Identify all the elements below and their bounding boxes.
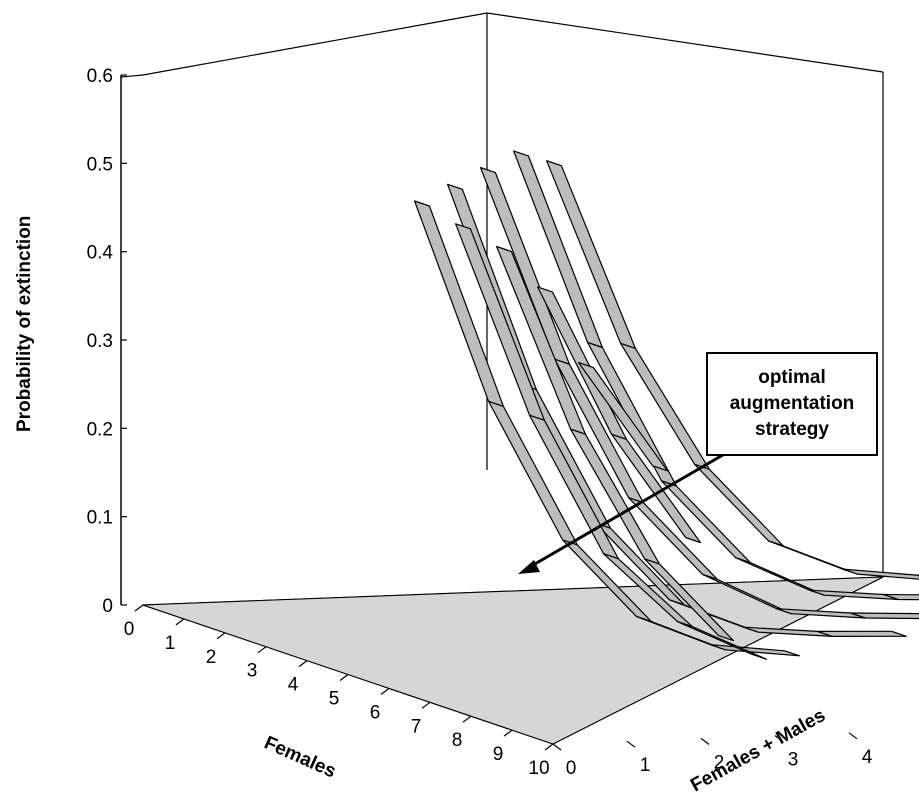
x-tick-mark — [544, 743, 554, 751]
ribbon-females-5 — [414, 200, 801, 657]
arrow-shaft — [527, 450, 729, 570]
x-tick-mark — [462, 715, 472, 723]
x-tick-mark — [421, 701, 431, 709]
y-tick-mark — [626, 740, 636, 748]
x-tick-label: 4 — [288, 675, 299, 696]
x-tick-label: 9 — [493, 744, 504, 765]
ribbon-segment — [841, 568, 919, 580]
ribbon-segment — [849, 612, 919, 620]
ribbon-females-9 — [545, 160, 919, 580]
ribbon-females-1 — [577, 362, 669, 472]
ribbon-segment — [709, 644, 801, 657]
annotation-line-3: strategy — [755, 419, 829, 440]
z-tick-label: 0.1 — [87, 508, 113, 529]
ribbon-segment — [577, 362, 669, 472]
x-tick-label: 7 — [411, 716, 422, 737]
y-tick-label: 3 — [788, 750, 799, 771]
y-tick-label: 0 — [566, 758, 577, 779]
x-tick-mark — [216, 632, 226, 640]
data-ribbons — [414, 150, 919, 660]
ribbon-females-4 — [455, 223, 768, 660]
x-tick-label: 6 — [370, 702, 381, 723]
z-tick-label: 0.2 — [87, 419, 113, 440]
ribbon-segment — [915, 574, 919, 577]
ribbon-segment — [693, 463, 785, 547]
x-tick-mark — [380, 687, 390, 695]
frame-edge — [486, 12, 884, 73]
x-tick-label: 3 — [247, 661, 258, 682]
z-tick-label: 0.5 — [87, 154, 113, 175]
annotation-box: optimal augmentation strategy — [706, 352, 878, 456]
x-tick-mark — [257, 646, 267, 654]
z-tick-label: 0.4 — [87, 243, 114, 264]
frame-edge — [142, 12, 488, 76]
y-tick-mark — [700, 737, 710, 745]
arrow-head — [518, 560, 540, 574]
y-tick-mark — [552, 743, 562, 751]
annotation-line-1: optimal — [758, 367, 826, 388]
z-axis-title: Probability of extinction — [14, 216, 35, 432]
x-tick-mark — [175, 618, 185, 626]
y-tick-label: 2 — [714, 752, 725, 773]
annotation-line-2: augmentation — [729, 393, 855, 414]
ribbon-segment — [816, 630, 908, 638]
tick-labels: 00.10.20.30.40.50.6012345678910012345678… — [87, 66, 873, 779]
ribbon-segment — [610, 433, 702, 544]
y-tick-label: 1 — [640, 755, 651, 776]
ribbon-females-3 — [496, 245, 735, 642]
ribbon-females-8 — [512, 150, 919, 601]
z-tick-label: 0.3 — [87, 331, 113, 352]
frame-edge — [120, 74, 144, 78]
y-axis-title: Females + Males — [687, 705, 829, 796]
y-tick-mark — [848, 732, 858, 740]
x-axis-title: Females — [261, 732, 339, 782]
z-tick-label: 0 — [102, 596, 113, 617]
x-tick-label: 2 — [206, 647, 217, 668]
ribbon-segment — [643, 558, 735, 642]
x-tick-mark — [134, 604, 144, 612]
ribbon-females-7 — [480, 167, 919, 620]
x-tick-label: 10 — [528, 758, 549, 779]
ribbon-segment — [480, 167, 571, 365]
ribbon-females-2 — [536, 286, 702, 544]
z-tick-label: 0.6 — [87, 66, 113, 87]
x-tick-label: 8 — [452, 730, 463, 751]
x-tick-label: 1 — [165, 633, 176, 654]
x-tick-mark — [503, 729, 513, 737]
x-tick-label: 0 — [124, 619, 135, 640]
x-tick-mark — [298, 660, 308, 668]
x-tick-label: 5 — [329, 689, 340, 710]
y-tick-mark — [774, 735, 784, 743]
annotation-arrow — [518, 450, 729, 574]
ribbon-segment — [676, 621, 768, 660]
y-tick-label: 4 — [862, 747, 873, 768]
x-tick-mark — [339, 674, 349, 681]
ribbon-segment — [882, 593, 919, 601]
